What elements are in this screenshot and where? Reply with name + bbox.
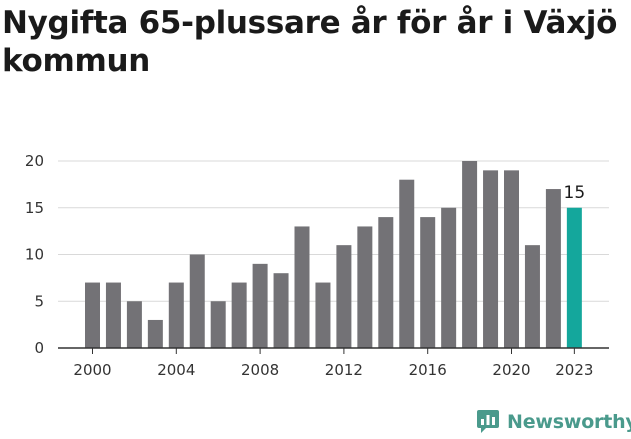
bar-2020	[504, 170, 519, 348]
y-axis-ticks: 0 5 10 15 20	[25, 152, 44, 357]
bar-2021	[524, 245, 540, 348]
bar-2010	[294, 226, 310, 348]
bar-2004	[168, 282, 184, 348]
x-tick-label: 2000	[73, 361, 111, 379]
bar-2022	[545, 189, 561, 348]
bar-2013	[357, 226, 373, 348]
bar-2000	[85, 282, 100, 348]
x-tick-label: 2004	[157, 361, 195, 379]
bar-2019	[483, 170, 499, 348]
x-tick-label: 2016	[409, 361, 447, 379]
bar-2008	[252, 263, 268, 348]
bar-2015	[399, 179, 415, 348]
x-tick-label: 2008	[241, 361, 279, 379]
bar-2007	[231, 282, 247, 348]
bar-2014	[378, 217, 394, 348]
chart-title: Nygifta 65-plussare år för år i Växjö ko…	[2, 5, 618, 79]
bar-2012	[336, 245, 352, 348]
y-tick-label: 5	[34, 292, 44, 310]
newsworthy-logo-icon	[477, 410, 499, 433]
bar-2018	[462, 161, 478, 348]
newsworthy-brand[interactable]: Newsworthy	[476, 406, 631, 438]
data-labels: 15	[564, 183, 586, 203]
bars	[85, 161, 582, 348]
y-tick-label: 10	[25, 246, 44, 264]
bar-2006	[210, 301, 226, 348]
x-tick-label: 2023	[555, 361, 593, 379]
y-tick-label: 20	[25, 152, 44, 170]
bar-2001	[105, 282, 121, 348]
bar-2017	[441, 207, 457, 348]
y-tick-label: 15	[25, 199, 44, 217]
bar-2009	[273, 273, 289, 348]
bar-chart: 0 5 10 15 20 2000 2004 2008 2012 2016 2020 2023 15	[25, 152, 609, 379]
bar-2003	[147, 319, 163, 348]
y-tick-label: 0	[34, 339, 44, 357]
bar-2005	[189, 254, 205, 348]
x-tick-label: 2012	[325, 361, 363, 379]
bar-2016	[420, 217, 436, 348]
data-label-2023: 15	[564, 183, 586, 203]
bar-2011	[315, 282, 331, 348]
bar-2023	[566, 207, 582, 348]
brand-name: Newsworthy	[507, 411, 631, 433]
x-tick-label: 2020	[492, 361, 530, 379]
x-axis-ticks: 2000 2004 2008 2012 2016 2020 2023	[73, 348, 593, 379]
bar-2002	[126, 301, 142, 348]
